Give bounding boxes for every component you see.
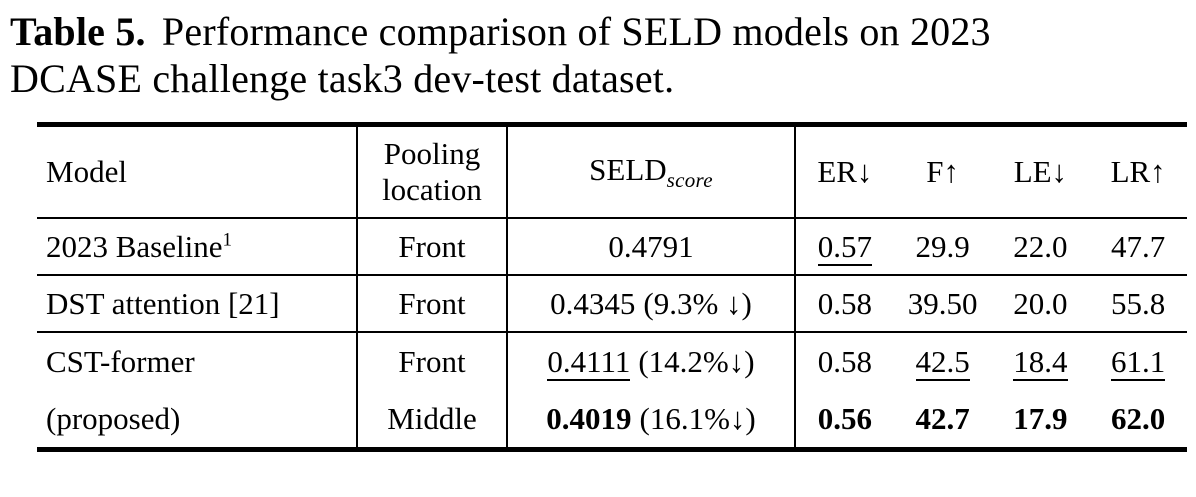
model-cell-dst: DST attention [21] xyxy=(37,275,358,333)
metrics-cell: 0.58 39.50 20.0 55.8 xyxy=(795,275,1187,332)
metrics-cell: 0.57 29.9 22.0 47.7 xyxy=(795,218,1187,275)
model-name: 2023 Baseline xyxy=(46,228,223,264)
header-model: Model xyxy=(37,124,358,219)
er-value: 0.58 xyxy=(817,344,872,380)
model-footnote-marker: 1 xyxy=(222,229,233,251)
seld-score-cell: 0.4111 (14.2%↓) xyxy=(507,332,796,392)
model-name-line1: CST-former xyxy=(46,344,195,380)
table-row-cst-middle: Middle 0.4019 (16.1%↓) 0.56 42.7 17.9 62.… xyxy=(37,391,1187,450)
er-value: 0.56 xyxy=(817,401,872,437)
seld-score-cell: 0.4019 (16.1%↓) xyxy=(507,391,796,450)
header-seld-score: SELDscore xyxy=(507,124,796,219)
model-name-line2: (proposed) xyxy=(46,401,181,437)
er-value: 0.57 xyxy=(817,228,872,266)
f-value: 42.5 xyxy=(915,344,970,382)
results-table: Model Pooling location SELDscore ER↓ F↑ … xyxy=(37,122,1187,453)
er-value: 0.58 xyxy=(817,285,872,321)
lr-value: 55.8 xyxy=(1111,285,1166,321)
header-metrics-group: ER↓ F↑ LE↓ LR↑ xyxy=(795,125,1187,219)
f-value: 39.50 xyxy=(907,285,978,321)
header-pooling-location: Pooling location xyxy=(357,124,508,219)
metrics-cell: 0.56 42.7 17.9 62.0 xyxy=(795,391,1187,450)
seld-value: 0.4111 xyxy=(547,344,631,382)
le-value: 20.0 xyxy=(1013,285,1068,321)
header-le: LE↓ xyxy=(1013,154,1068,190)
le-value: 22.0 xyxy=(1013,228,1068,264)
header-row: Model Pooling location SELDscore ER↓ F↑ … xyxy=(37,124,1187,219)
model-cell-baseline: 2023 Baseline1 xyxy=(37,218,358,276)
caption-label: Table 5. xyxy=(10,9,146,54)
header-er: ER↓ xyxy=(817,154,873,190)
table-caption: Table 5. Performance comparison of SELD … xyxy=(10,8,1090,102)
lr-value: 47.7 xyxy=(1111,228,1166,264)
seld-improvement-note: (16.1%↓) xyxy=(639,401,756,437)
lr-value: 61.1 xyxy=(1111,344,1166,382)
table-container: Model Pooling location SELDscore ER↓ F↑ … xyxy=(37,122,1196,453)
seld-value: 0.4791 xyxy=(608,228,694,264)
pooling-cell: Front xyxy=(357,332,508,392)
pooling-cell: Middle xyxy=(357,391,508,450)
pooling-cell: Front xyxy=(357,275,508,333)
caption-text: Performance comparison of SELD models on… xyxy=(10,9,991,102)
seld-value: 0.4019 xyxy=(546,401,632,437)
lr-value: 62.0 xyxy=(1111,401,1166,437)
seld-improvement-note: (9.3% ↓) xyxy=(643,285,752,321)
header-f: F↑ xyxy=(926,154,959,190)
seld-score-cell: 0.4345 (9.3% ↓) xyxy=(507,275,796,333)
le-value: 17.9 xyxy=(1013,401,1068,437)
f-value: 42.7 xyxy=(915,401,970,437)
model-cell-cst-former: CST-former (proposed) xyxy=(37,332,358,450)
table-row-cst-front: CST-former (proposed) Front 0.4111 (14.2%… xyxy=(37,332,1187,450)
header-lr: LR↑ xyxy=(1110,154,1166,190)
metrics-cell: 0.58 42.5 18.4 61.1 xyxy=(795,332,1187,391)
pooling-cell: Front xyxy=(357,218,508,276)
table-row-dst: DST attention [21] Front 0.4345 (9.3% ↓) … xyxy=(37,275,1187,333)
seld-value: 0.4345 xyxy=(550,285,636,321)
seld-improvement-note: (14.2%↓) xyxy=(638,344,755,380)
paper-page: Table 5. Performance comparison of SELD … xyxy=(0,8,1196,497)
seld-score-subscript: score xyxy=(666,167,713,192)
seld-score-cell: 0.4791 xyxy=(507,218,796,276)
f-value: 29.9 xyxy=(915,228,970,264)
le-value: 18.4 xyxy=(1013,344,1068,382)
seld-score-label: SELD xyxy=(589,151,667,187)
table-row-baseline: 2023 Baseline1 Front 0.4791 0.57 29.9 22… xyxy=(37,218,1187,276)
